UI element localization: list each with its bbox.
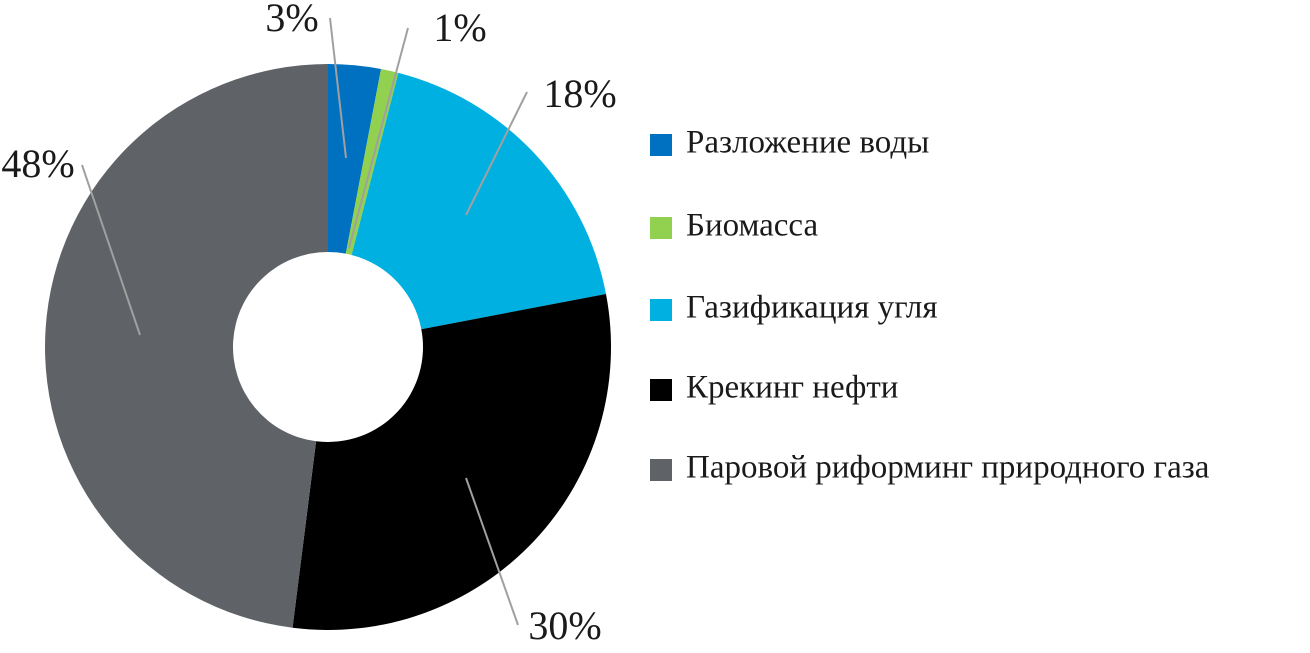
leader-line xyxy=(465,91,528,216)
legend-swatch xyxy=(650,459,672,481)
legend-swatch xyxy=(650,217,672,239)
legend-label: Крекинг нефти xyxy=(686,370,898,406)
legend-label: Газификация угля xyxy=(686,290,938,326)
value-label: 1% xyxy=(433,5,486,50)
legend-swatch xyxy=(650,134,672,156)
value-label: 18% xyxy=(543,71,616,116)
leader-line xyxy=(348,27,409,249)
legend-label: Паровой риформинг природного газа xyxy=(686,450,1210,486)
donut-segment xyxy=(45,64,328,628)
leader-line xyxy=(329,17,347,159)
leader-line xyxy=(465,477,519,626)
legend-label: Разложение воды xyxy=(686,125,929,161)
value-label: 3% xyxy=(265,0,318,40)
value-label: 48% xyxy=(1,141,74,186)
leader-line xyxy=(81,164,141,336)
legend-label: Биомасса xyxy=(686,208,818,244)
donut-segment xyxy=(292,293,611,630)
legend-swatch xyxy=(650,379,672,401)
legend-swatch xyxy=(650,299,672,321)
value-label: 30% xyxy=(528,603,601,648)
donut-segment xyxy=(351,72,606,330)
